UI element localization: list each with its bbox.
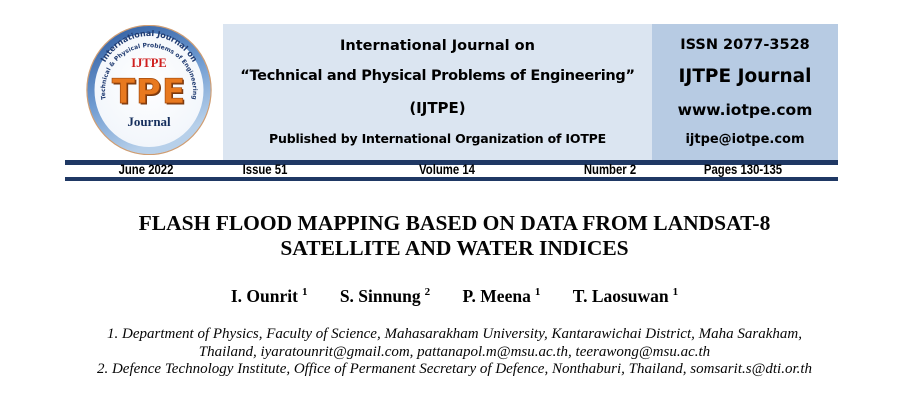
- journal-name-line1: International Journal on: [340, 38, 535, 55]
- author-2: S. Sinnung 2: [340, 286, 430, 307]
- journal-title-cell: International Journal on “Technical and …: [223, 24, 652, 160]
- issue-number-label: Issue 51: [242, 162, 288, 177]
- journal-name-line2: “Technical and Physical Problems of Engi…: [240, 68, 635, 85]
- author-3: P. Meena 1: [462, 286, 540, 307]
- logo-journal-word: Journal: [127, 114, 171, 129]
- article-title-line2: SATELLITE AND WATER INDICES: [280, 236, 629, 260]
- journal-short-name: IJTPE Journal: [678, 66, 812, 88]
- author-2-name: S. Sinnung: [339, 286, 421, 306]
- author-1-affiliation-mark: 1: [301, 286, 308, 299]
- issn-number: ISSN 2077-3528: [680, 37, 810, 54]
- logo-cell: International Journal on Technical & Phy…: [65, 24, 223, 160]
- author-2-affiliation-mark: 2: [424, 286, 431, 299]
- top-divider-rule: [65, 160, 838, 165]
- affiliation-line-3: 2. Defence Technology Institute, Office …: [96, 361, 813, 377]
- affiliation-block: 1. Department of Physics, Faculty of Sci…: [0, 326, 909, 379]
- author-1-name: I. Ounrit: [230, 286, 298, 306]
- journal-website: www.iotpe.com: [677, 100, 813, 119]
- bottom-divider-rule: [65, 177, 838, 181]
- journal-info-cell: ISSN 2077-3528 IJTPE Journal www.iotpe.c…: [652, 24, 838, 160]
- affiliation-line-2: Thailand, iyaratounrit@gmail.com, pattan…: [198, 343, 711, 360]
- volume-label: Volume 14: [419, 162, 475, 177]
- affiliation-line-1: 1. Department of Physics, Faculty of Sci…: [107, 326, 802, 342]
- issue-date: June 2022: [118, 162, 174, 177]
- pages-label: Pages 130-135: [703, 162, 783, 177]
- logo-outer-rim: [86, 25, 212, 155]
- logo-ring: [87, 26, 211, 154]
- article-title: FLASH FLOOD MAPPING BASED ON DATA FROM L…: [0, 211, 909, 261]
- author-list: I. Ounrit 1 S. Sinnung 2 P. Meena 1 T. Laos…: [0, 286, 909, 307]
- author-4: T. Laosuwan 1: [573, 286, 678, 307]
- ijtpe-logo: International Journal on Technical & Phy…: [86, 25, 212, 155]
- logo-acronym-text: IJTPE: [131, 56, 166, 70]
- logo-monogram-shadow: TPE: [113, 74, 187, 114]
- logo-monogram-text: TPE: [112, 72, 186, 112]
- author-3-affiliation-mark: 1: [534, 286, 541, 299]
- number-label: Number 2: [583, 162, 637, 177]
- author-3-name: P. Meena: [462, 286, 531, 306]
- journal-email: ijtpe@iotpe.com: [685, 131, 805, 147]
- journal-publisher-line: Published by International Organization …: [269, 130, 606, 146]
- article-title-line1: FLASH FLOOD MAPPING BASED ON DATA FROM L…: [138, 211, 771, 235]
- author-4-name: T. Laosuwan: [572, 286, 669, 306]
- author-1: I. Ounrit 1: [231, 286, 308, 307]
- author-4-affiliation-mark: 1: [672, 286, 679, 299]
- journal-header-table: International Journal on Technical & Phy…: [65, 24, 838, 160]
- journal-abbreviation: (IJTPE): [409, 98, 466, 117]
